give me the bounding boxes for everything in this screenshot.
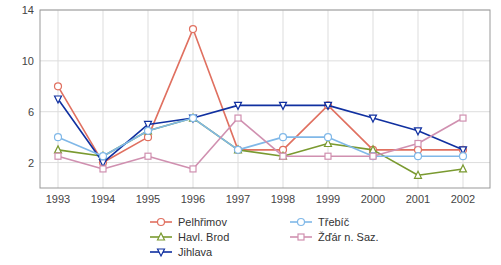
data-point bbox=[370, 115, 377, 122]
data-point bbox=[460, 115, 466, 121]
series-line bbox=[58, 29, 463, 163]
legend-label: Pelhřimov bbox=[178, 216, 227, 228]
legend-item: Třebíč bbox=[290, 216, 350, 228]
grid-line bbox=[463, 10, 464, 188]
data-point bbox=[460, 165, 467, 172]
legend-marker bbox=[158, 233, 165, 240]
data-point bbox=[55, 83, 62, 90]
data-point bbox=[325, 102, 332, 109]
plot-frame bbox=[40, 10, 490, 188]
legend-marker bbox=[158, 219, 165, 226]
data-point bbox=[280, 102, 287, 109]
y-tick-label: 2 bbox=[28, 157, 34, 169]
legend-item: Žďár n. Saz. bbox=[290, 231, 379, 243]
data-point bbox=[55, 146, 62, 153]
data-point bbox=[370, 146, 377, 153]
series-line bbox=[58, 99, 463, 163]
grid-line bbox=[148, 10, 149, 188]
axes: 2 6 10 14 1993 1994 1995 1996 1997 1998 1999 2000 20… bbox=[22, 4, 490, 205]
legend-label: Havl. Brod bbox=[178, 231, 229, 243]
legend: Pelhřimov Havl. Brod Jihlava Třebíč Žďár n. … bbox=[150, 216, 379, 258]
data-point bbox=[235, 146, 242, 153]
plot-area bbox=[40, 10, 490, 188]
grid-line bbox=[418, 10, 419, 188]
x-tick-label: 1999 bbox=[316, 193, 340, 205]
data-point bbox=[55, 96, 62, 103]
y-tick-label: 14 bbox=[22, 4, 34, 16]
legend-label: Žďár n. Saz. bbox=[318, 231, 379, 243]
data-point bbox=[415, 128, 422, 135]
y-tick-label: 10 bbox=[22, 55, 34, 67]
legend-item: Pelhřimov bbox=[150, 216, 227, 228]
data-point bbox=[55, 134, 62, 141]
legend-item: Jihlava bbox=[150, 246, 213, 258]
legend-label: Třebíč bbox=[318, 216, 350, 228]
x-tick-label: 1998 bbox=[271, 193, 295, 205]
x-tick-label: 2001 bbox=[406, 193, 430, 205]
data-point bbox=[145, 127, 152, 134]
grid-line bbox=[328, 10, 329, 188]
data-point bbox=[235, 102, 242, 109]
legend-marker bbox=[298, 219, 305, 226]
grid-line bbox=[283, 10, 284, 188]
data-point bbox=[235, 115, 241, 121]
data-point bbox=[190, 166, 196, 172]
data-point bbox=[235, 146, 242, 153]
grid-line bbox=[40, 111, 490, 112]
data-point bbox=[415, 153, 422, 160]
series-line bbox=[58, 118, 463, 169]
legend-label: Jihlava bbox=[178, 246, 213, 258]
data-point bbox=[415, 171, 422, 178]
legend-marker bbox=[298, 234, 304, 240]
legend-item: Havl. Brod bbox=[150, 231, 229, 243]
data-point bbox=[280, 152, 287, 159]
x-tick-label: 1995 bbox=[136, 193, 160, 205]
data-point bbox=[145, 127, 152, 134]
x-tick-label: 2000 bbox=[361, 193, 385, 205]
data-point bbox=[100, 166, 106, 172]
grid-line bbox=[40, 60, 490, 61]
data-point bbox=[370, 153, 377, 160]
data-point bbox=[190, 114, 197, 121]
data-point bbox=[370, 153, 376, 159]
data-point bbox=[325, 102, 332, 109]
data-point bbox=[460, 153, 467, 160]
data-point bbox=[55, 153, 61, 159]
grid-line bbox=[373, 10, 374, 188]
data-point bbox=[145, 153, 151, 159]
chart: 2 6 10 14 1993 1994 1995 1996 1997 1998 1999 2000 20… bbox=[0, 0, 501, 265]
data-point bbox=[280, 134, 287, 141]
x-tick-label: 1993 bbox=[46, 193, 70, 205]
data-point bbox=[190, 115, 197, 122]
data-point bbox=[325, 153, 331, 159]
data-point bbox=[100, 153, 107, 160]
data-point bbox=[280, 153, 286, 159]
grid-line bbox=[193, 10, 194, 188]
series-group bbox=[55, 26, 467, 179]
grid-line bbox=[40, 162, 490, 163]
x-tick-label: 1996 bbox=[181, 193, 205, 205]
grid-line bbox=[238, 10, 239, 188]
x-tick-label: 1994 bbox=[91, 193, 115, 205]
data-point bbox=[100, 152, 107, 159]
data-point bbox=[190, 26, 197, 33]
data-point bbox=[235, 146, 242, 153]
data-point bbox=[415, 141, 421, 147]
legend-marker bbox=[158, 249, 165, 256]
y-tick-label: 6 bbox=[28, 106, 34, 118]
x-tick-label: 1997 bbox=[226, 193, 250, 205]
data-point bbox=[325, 134, 332, 141]
x-tick-label: 2002 bbox=[451, 193, 475, 205]
data-point bbox=[190, 115, 197, 122]
